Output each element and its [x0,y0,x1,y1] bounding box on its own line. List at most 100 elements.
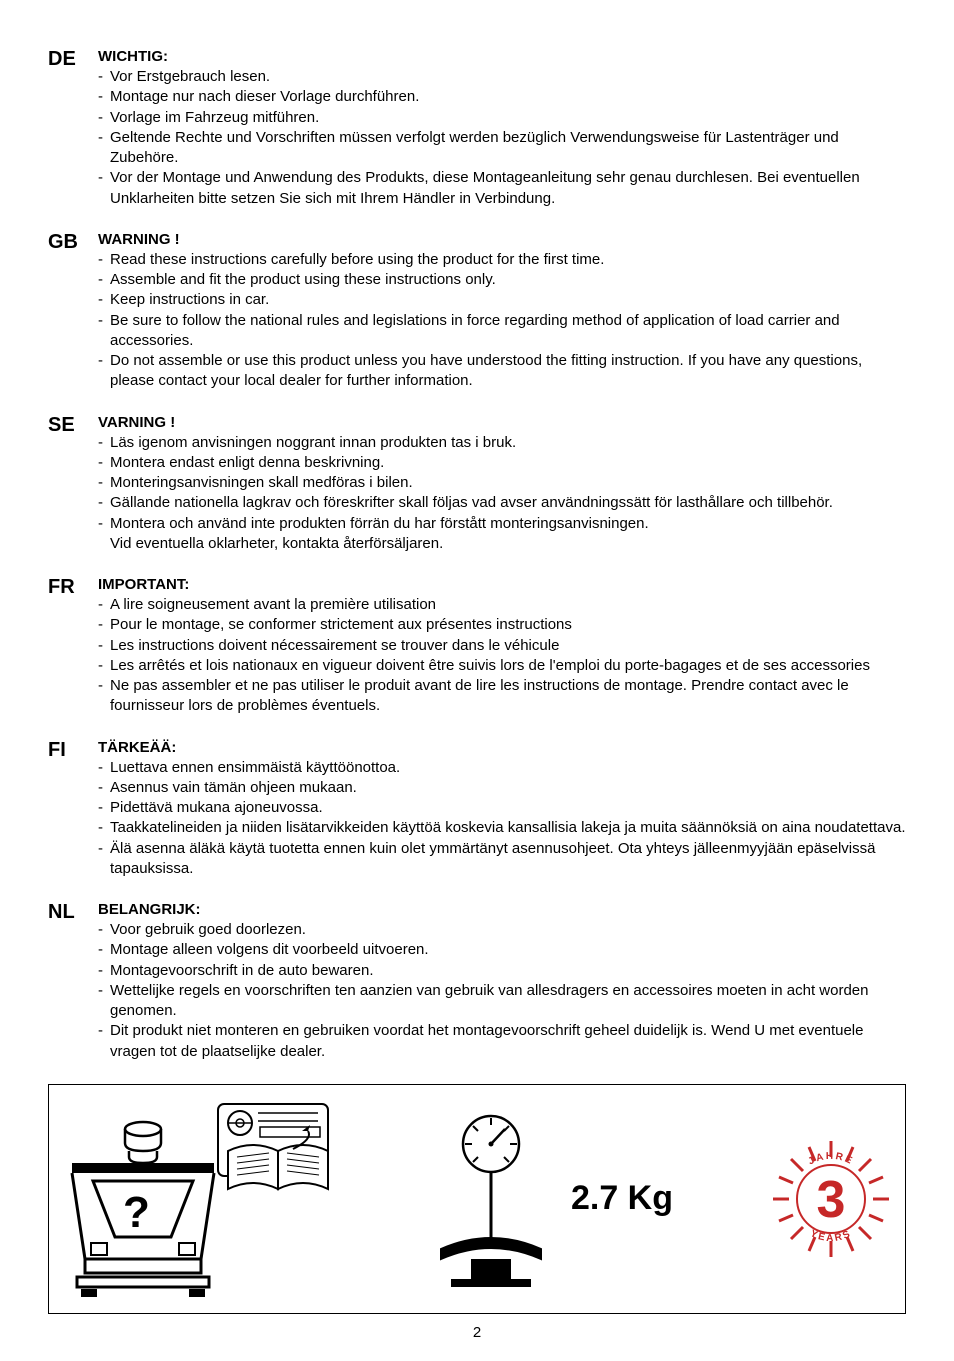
bullet-dash: - [98,839,110,880]
section-content: IMPORTANT:-A lire soigneusement avant la… [98,576,906,717]
bullet-item: -Wettelijke regels en voorschriften ten … [98,981,906,1022]
bullet-item: -Taakkatelineiden ja niiden lisätarvikke… [98,818,906,838]
bullet-item: -Do not assemble or use this product unl… [98,351,906,392]
section-content: VARNING !-Läs igenom anvisningen noggran… [98,414,906,555]
bullet-item: -Luettava ennen ensimmäistä käyttöönotto… [98,758,906,778]
bullet-item: -Vor der Montage und Anwendung des Produ… [98,168,906,209]
bullet-text: Montage nur nach dieser Vorlage durchfüh… [110,87,906,107]
bullet-text: Geltende Rechte und Vorschriften müssen … [110,128,906,169]
page-container: DEWICHTIG:-Vor Erstgebrauch lesen.-Monta… [0,0,954,1361]
trailing-text: Vid eventuella oklarheter, kontakta åter… [98,534,906,554]
lang-section-gb: GBWARNING !-Read these instructions care… [48,231,906,392]
bullet-dash: - [98,778,110,798]
bullet-dash: - [98,87,110,107]
bullet-item: -Voor gebruik goed doorlezen. [98,920,906,940]
lang-code: GB [48,231,98,392]
bullet-dash: - [98,108,110,128]
bullet-item: -Montage nur nach dieser Vorlage durchfü… [98,87,906,107]
bullet-dash: - [98,250,110,270]
bullet-dash: - [98,433,110,453]
section-heading: IMPORTANT: [98,576,906,593]
lang-section-se: SEVARNING !-Läs igenom anvisningen noggr… [48,414,906,555]
svg-text:3: 3 [817,1171,846,1229]
lang-code: NL [48,901,98,1062]
lang-code: SE [48,414,98,555]
bullet-dash: - [98,636,110,656]
section-content: WICHTIG:-Vor Erstgebrauch lesen.-Montage… [98,48,906,209]
car-manual-svg: ? [63,1099,333,1299]
lang-section-nl: NLBELANGRIJK:-Voor gebruik goed doorleze… [48,901,906,1062]
section-content: BELANGRIJK:-Voor gebruik goed doorlezen.… [98,901,906,1062]
bullet-text: Asennus vain tämän ohjeen mukaan. [110,778,906,798]
bullet-dash: - [98,920,110,940]
section-heading: WARNING ! [98,231,906,248]
bullet-text: Luettava ennen ensimmäistä käyttöönottoa… [110,758,906,778]
bullet-item: -Assemble and fit the product using thes… [98,270,906,290]
svg-text:?: ? [123,1188,150,1237]
figure-box: ? [48,1084,906,1314]
bullet-dash: - [98,311,110,352]
bullet-dash: - [98,940,110,960]
bullet-dash: - [98,656,110,676]
lang-code: FI [48,739,98,880]
bullet-text: Pour le montage, se conformer strictemen… [110,615,906,635]
scale-svg [431,1109,551,1289]
bullet-dash: - [98,818,110,838]
lang-code: DE [48,48,98,209]
bullet-dash: - [98,1021,110,1062]
bullet-item: -Montagevoorschrift in de auto bewaren. [98,961,906,981]
bullet-text: Voor gebruik goed doorlezen. [110,920,906,940]
bullet-item: -Be sure to follow the national rules an… [98,311,906,352]
scale-illustration: 2.7 Kg [431,1109,673,1289]
bullet-item: -Les arrêtés et lois nationaux en vigueu… [98,656,906,676]
lang-section-fr: FRIMPORTANT:-A lire soigneusement avant … [48,576,906,717]
bullet-text: Montage alleen volgens dit voorbeeld uit… [110,940,906,960]
bullet-item: -Monteringsanvisningen skall medföras i … [98,473,906,493]
bullet-dash: - [98,128,110,169]
bullet-text: Read these instructions carefully before… [110,250,906,270]
bullet-dash: - [98,615,110,635]
bullet-item: -Dit produkt niet monteren en gebruiken … [98,1021,906,1062]
bullet-item: -Pour le montage, se conformer stricteme… [98,615,906,635]
bullet-item: -Montera endast enligt denna beskrivning… [98,453,906,473]
bullet-text: Montera och använd inte produkten förrän… [110,514,906,534]
bullet-item: -Läs igenom anvisningen noggrant innan p… [98,433,906,453]
car-manual-illustration: ? [63,1099,333,1299]
lang-section-fi: FITÄRKEÄÄ:-Luettava ennen ensimmäistä kä… [48,739,906,880]
section-content: TÄRKEÄÄ:-Luettava ennen ensimmäistä käyt… [98,739,906,880]
bullet-text: Les arrêtés et lois nationaux en vigueur… [110,656,906,676]
bullet-dash: - [98,514,110,534]
svg-text:YEARS: YEARS [808,1228,853,1244]
bullet-text: Wettelijke regels en voorschriften ten a… [110,981,906,1022]
bullet-text: Vorlage im Fahrzeug mitführen. [110,108,906,128]
bullet-text: Keep instructions in car. [110,290,906,310]
bullet-text: Montera endast enligt denna beskrivning. [110,453,906,473]
bullet-dash: - [98,961,110,981]
bullet-item: -Vor Erstgebrauch lesen. [98,67,906,87]
bullet-item: -Vorlage im Fahrzeug mitführen. [98,108,906,128]
bullet-item: -Geltende Rechte und Vorschriften müssen… [98,128,906,169]
sections-container: DEWICHTIG:-Vor Erstgebrauch lesen.-Monta… [48,48,906,1062]
bullet-text: Dit produkt niet monteren en gebruiken v… [110,1021,906,1062]
bullet-item: -Les instructions doivent nécessairement… [98,636,906,656]
bullet-text: Läs igenom anvisningen noggrant innan pr… [110,433,906,453]
bullet-item: -Read these instructions carefully befor… [98,250,906,270]
bullet-text: Vor Erstgebrauch lesen. [110,67,906,87]
bullet-text: Älä asenna äläkä käytä tuotetta ennen ku… [110,839,906,880]
section-heading: BELANGRIJK: [98,901,906,918]
bullet-dash: - [98,798,110,818]
bullet-text: A lire soigneusement avant la première u… [110,595,906,615]
bullet-dash: - [98,453,110,473]
bullet-dash: - [98,493,110,513]
lang-code: FR [48,576,98,717]
bullet-dash: - [98,351,110,392]
bullet-text: Assemble and fit the product using these… [110,270,906,290]
bullet-item: -Pidettävä mukana ajoneuvossa. [98,798,906,818]
bullet-text: Taakkatelineiden ja niiden lisätarvikkei… [110,818,906,838]
warranty-badge: JAHRE YEARS 3 [771,1139,891,1259]
bullet-item: -Montage alleen volgens dit voorbeeld ui… [98,940,906,960]
bullet-dash: - [98,473,110,493]
bullet-dash: - [98,168,110,209]
section-heading: TÄRKEÄÄ: [98,739,906,756]
bullet-text: Les instructions doivent nécessairement … [110,636,906,656]
